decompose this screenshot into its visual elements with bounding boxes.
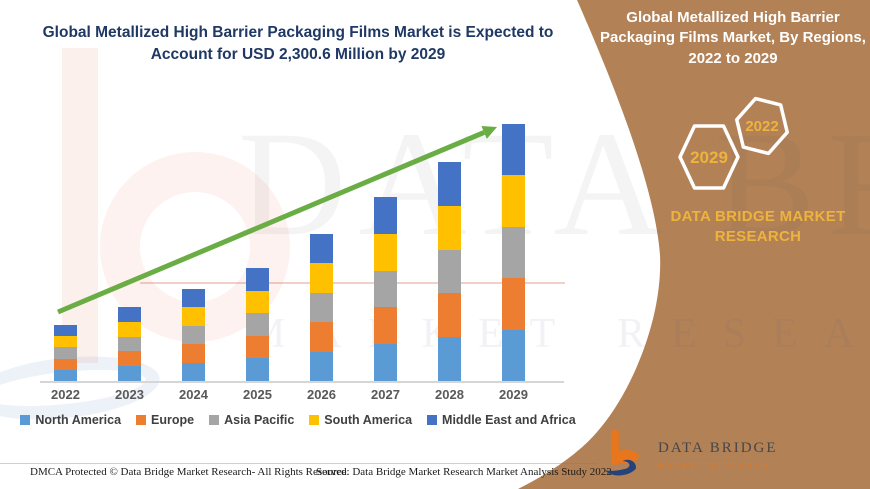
legend-item: South America (309, 413, 412, 427)
bar-segment-asia-pacific (310, 292, 333, 323)
bar-2027 (374, 197, 397, 381)
bar-segment-south-america (182, 307, 205, 326)
legend: North America Europe Asia Pacific South Ame… (8, 413, 588, 427)
bar-segment-asia-pacific (374, 270, 397, 308)
logo-tagline: MARKET RESEARCH (658, 463, 771, 470)
x-axis-label-2027: 2027 (371, 387, 400, 402)
bar-2022 (54, 325, 77, 381)
bar-segment-europe (54, 358, 77, 370)
legend-label: Asia Pacific (224, 413, 295, 427)
bar-segment-south-america (502, 175, 525, 227)
bar-segment-north-america (310, 351, 333, 381)
bar-segment-asia-pacific (246, 313, 269, 336)
bar-segment-south-america (118, 321, 141, 337)
legend-label: Middle East and Africa (442, 413, 576, 427)
bar-segment-middle-east-and-africa (310, 234, 333, 264)
bar-segment-asia-pacific (54, 347, 77, 359)
hexagon-badges (678, 96, 789, 190)
bar-segment-europe (438, 293, 461, 338)
bar-segment-europe (182, 344, 205, 363)
chart-headline: Global Metallized High Barrier Packaging… (42, 24, 554, 63)
hexagon-2022 (735, 96, 789, 156)
bar-segment-south-america (246, 290, 269, 314)
footer-separator-line (0, 463, 598, 464)
bar-segment-europe (246, 335, 269, 359)
x-axis-label-2022: 2022 (51, 387, 80, 402)
bar-segment-europe (502, 278, 525, 330)
bar-2024 (182, 289, 205, 381)
bar-segment-south-america (438, 205, 461, 250)
bar-segment-north-america (54, 369, 77, 381)
bar-2023 (118, 307, 141, 381)
bar-2026 (310, 234, 333, 381)
bar-segment-north-america (374, 344, 397, 381)
bar-segment-europe (310, 322, 333, 352)
hexagon-2029 (678, 124, 740, 190)
legend-item: Europe (136, 413, 194, 427)
badge-year-2022: 2022 (745, 118, 779, 135)
bar-segment-north-america (118, 366, 141, 381)
bar-segment-north-america (502, 329, 525, 381)
bar-segment-middle-east-and-africa (502, 124, 525, 176)
footer-source: Source: Data Bridge Market Research Mark… (316, 466, 612, 478)
x-axis-label-2024: 2024 (179, 387, 208, 402)
bar-2028 (438, 162, 461, 381)
bar-segment-south-america (374, 233, 397, 271)
x-axis-label-2029: 2029 (499, 387, 528, 402)
bar-segment-middle-east-and-africa (182, 289, 205, 308)
bar-segment-middle-east-and-africa (118, 307, 141, 322)
bar-segment-asia-pacific (182, 325, 205, 345)
bar-2025 (246, 268, 269, 381)
legend-item: North America (20, 413, 121, 427)
bar-segment-middle-east-and-africa (54, 325, 77, 337)
bar-segment-middle-east-and-africa (438, 162, 461, 206)
x-axis-line (40, 381, 564, 383)
badge-year-2029: 2029 (690, 148, 728, 167)
panel-chart-title: Global Metallized High Barrier Packaging… (600, 9, 866, 67)
bar-segment-north-america (438, 337, 461, 381)
bar-segment-south-america (310, 263, 333, 293)
bar-segment-middle-east-and-africa (246, 268, 269, 291)
legend-label: North America (35, 413, 122, 427)
databridge-logo: DATA BRIDGE MARKET RESEARCH (598, 427, 778, 483)
legend-swatch (136, 415, 147, 425)
x-axis-label-2025: 2025 (243, 387, 272, 402)
legend-item: Middle East and Africa (427, 413, 576, 427)
logo-underline (658, 459, 758, 460)
legend-label: Europe (151, 413, 195, 427)
bar-segment-europe (374, 307, 397, 345)
x-axis-label-2026: 2026 (307, 387, 336, 402)
databridge-logo-icon (604, 429, 640, 476)
legend-swatch (309, 415, 320, 425)
legend-swatch (209, 415, 220, 425)
bar-2029 (502, 124, 525, 381)
bar-segment-north-america (246, 358, 269, 381)
x-axis-label-2023: 2023 (115, 387, 144, 402)
panel-brand-name: DATA BRIDGE MARKET RESEARCH (670, 208, 846, 245)
logo-wordmark: DATA BRIDGE (658, 440, 778, 456)
bar-segment-north-america (182, 362, 205, 381)
bar-segment-south-america (54, 336, 77, 348)
legend-swatch (20, 415, 31, 425)
bar-segment-middle-east-and-africa (374, 197, 397, 234)
bar-segment-europe (118, 351, 141, 367)
footer-copyright: DMCA Protected © Data Bridge Market Rese… (30, 466, 350, 478)
legend-item: Asia Pacific (209, 413, 294, 427)
legend-swatch (427, 415, 438, 425)
bar-segment-asia-pacific (502, 226, 525, 279)
bar-segment-asia-pacific (118, 336, 141, 352)
bar-segment-asia-pacific (438, 249, 461, 294)
legend-label: South America (324, 413, 413, 427)
x-axis-label-2028: 2028 (435, 387, 464, 402)
